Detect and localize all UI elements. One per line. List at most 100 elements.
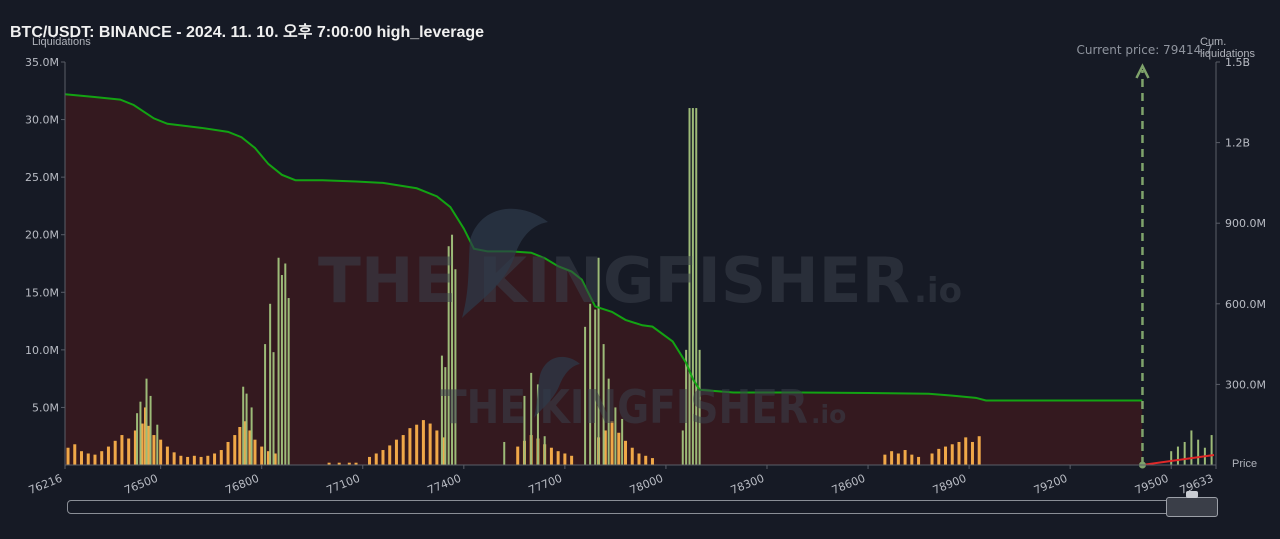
short-liquidation-bar <box>219 450 223 465</box>
x-tick-label: 79500 <box>1133 472 1170 497</box>
short-liquidation-bar <box>944 446 948 465</box>
cumulative-liquidation-line <box>64 93 1143 402</box>
short-liquidation-bar <box>172 452 176 465</box>
short-liquidation-bar <box>337 462 341 465</box>
short-liquidation-bar <box>917 456 921 465</box>
short-liquidation-bar <box>133 430 137 465</box>
short-liquidation-bar <box>238 427 242 465</box>
short-liquidation-bar <box>127 438 131 465</box>
short-liquidation-bar <box>226 441 230 465</box>
long-liquidation-bar <box>1197 439 1200 465</box>
short-liquidation-bar <box>140 423 144 465</box>
short-liquidation-bar <box>421 420 425 465</box>
long-liquidation-bar <box>691 108 694 466</box>
short-liquidation-bar <box>644 455 648 465</box>
y2-tick-label: 1.5B <box>1225 56 1250 69</box>
short-liquidation-bar <box>556 451 560 465</box>
short-liquidation-bar <box>650 458 654 465</box>
short-liquidation-bar <box>152 435 156 465</box>
short-liquidation-bar <box>144 407 148 465</box>
short-liquidation-bar <box>957 441 961 465</box>
x-tick-label: 76216 <box>27 472 64 497</box>
y2-tick-label: 600.0M <box>1225 298 1266 311</box>
y-tick-label: 15.0M <box>25 286 59 299</box>
long-liquidation-bar <box>602 344 605 465</box>
short-liquidation-bar <box>159 439 163 465</box>
long-liquidation-bar <box>1190 430 1193 465</box>
left-axis-label: Liquidations <box>32 36 91 48</box>
long-liquidation-bar <box>264 344 267 465</box>
range-scrollbar-track[interactable] <box>67 500 1217 514</box>
short-liquidation-bar <box>243 421 247 465</box>
short-liquidation-bar <box>199 456 203 465</box>
x-tick-label: 77400 <box>426 472 463 497</box>
y2-tick-label: 300.0M <box>1225 378 1266 391</box>
long-liquidation-bar <box>594 309 597 465</box>
short-liquidation-bar <box>624 440 628 465</box>
short-liquidation-bar <box>206 455 210 465</box>
short-liquidation-bar <box>910 454 914 465</box>
x-tick-label: 78300 <box>729 472 766 497</box>
short-liquidation-bar <box>147 425 151 465</box>
long-liquidation-bar <box>156 424 159 465</box>
long-liquidation-bar <box>621 418 624 465</box>
short-liquidation-bar <box>73 444 77 465</box>
short-liquidation-bar <box>516 446 520 465</box>
short-liquidation-bar <box>930 453 934 465</box>
short-liquidation-bar <box>368 456 372 465</box>
short-liquidation-bar <box>890 451 894 465</box>
long-liquidation-bar <box>597 257 600 465</box>
x-tick-label: 78000 <box>628 472 665 497</box>
short-liquidation-bar <box>408 428 412 465</box>
short-liquidation-bar <box>563 453 567 465</box>
long-liquidation-bar <box>444 367 447 465</box>
right-side-line <box>1142 454 1215 466</box>
short-liquidation-bar <box>977 436 981 465</box>
short-liquidation-bar <box>327 462 331 465</box>
right-axis-label: Cum. liquidations <box>1200 36 1256 60</box>
short-liquidation-bar <box>435 430 439 465</box>
short-liquidation-bar <box>401 435 405 465</box>
long-liquidation-bar <box>681 430 684 465</box>
short-liquidation-bar <box>374 453 378 465</box>
short-liquidation-bar <box>106 446 110 465</box>
short-liquidation-bar <box>937 448 941 465</box>
short-liquidation-bar <box>617 432 621 465</box>
watermark-secondary-suffix: .io <box>811 400 846 429</box>
long-liquidation-bar <box>242 386 245 465</box>
range-handle-grip-icon[interactable] <box>1186 491 1198 498</box>
short-liquidation-bar <box>266 451 270 465</box>
chart-title: BTC/USDT: BINANCE - 2024. 11. 10. 오후 7:0… <box>10 24 485 41</box>
short-liquidation-bar <box>86 453 90 465</box>
short-liquidation-bar <box>192 455 196 465</box>
x-tick-label: 78900 <box>931 472 968 497</box>
long-liquidation-bar <box>1183 441 1186 465</box>
short-liquidation-bar <box>120 435 124 465</box>
long-liquidation-bar <box>272 352 275 465</box>
short-liquidation-bar <box>80 451 84 465</box>
range-scrollbar-handle[interactable] <box>1166 497 1218 517</box>
long-liquidation-bar <box>688 108 691 466</box>
short-liquidation-bar <box>179 455 183 465</box>
short-liquidation-bar <box>903 450 907 465</box>
short-liquidation-bar <box>964 437 968 465</box>
short-liquidation-bar <box>347 462 351 465</box>
short-liquidation-bar <box>603 430 607 465</box>
long-liquidation-bar <box>503 441 506 465</box>
short-liquidation-bar <box>570 455 574 465</box>
y-tick-label: 10.0M <box>25 344 59 357</box>
short-liquidation-bar <box>213 453 217 465</box>
long-liquidation-bar <box>454 269 457 465</box>
y2-tick-label: 1.2B <box>1225 137 1250 150</box>
long-liquidation-bar <box>139 401 142 465</box>
y2-tick-label: 900.0M <box>1225 217 1266 230</box>
long-liquidation-bar <box>1170 451 1173 465</box>
short-liquidation-bar <box>610 421 614 465</box>
short-liquidation-bar <box>637 453 641 465</box>
long-liquidation-bar <box>1176 446 1179 465</box>
short-liquidation-bar <box>93 454 97 465</box>
y-tick-label: 5.0M <box>32 401 59 414</box>
y-tick-label: 30.0M <box>25 114 59 127</box>
